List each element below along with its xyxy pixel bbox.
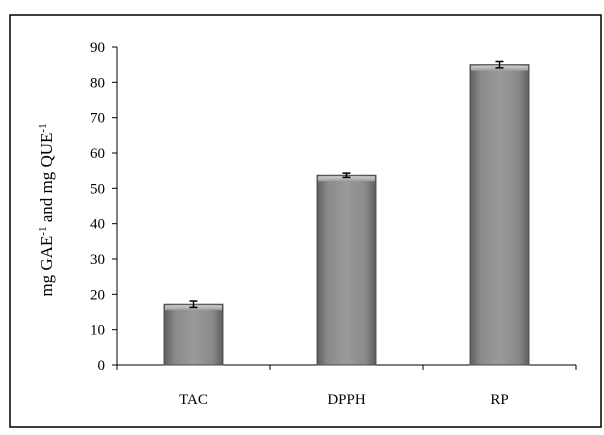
y-tick-label-9: 90 — [90, 40, 105, 56]
labels: 0 10 20 30 40 50 60 70 80 90 TAC DPPH RP — [90, 40, 509, 408]
bars — [163, 64, 530, 366]
y-tick-label-1: 10 — [90, 323, 105, 339]
bar-cap-dpph — [318, 176, 375, 182]
y-tick-label-2: 20 — [90, 287, 105, 303]
y-axis-title-superscript-1: -1 — [37, 227, 49, 236]
bar-rp — [469, 64, 530, 366]
x-category-label-dpph: DPPH — [327, 392, 366, 408]
y-axis-title: mg GAE-1 and mg QUE-1 — [37, 123, 56, 296]
y-axis-title-superscript-2: -1 — [37, 123, 49, 132]
y-tick-label-3: 30 — [90, 252, 105, 268]
y-tick-label-8: 80 — [90, 75, 105, 91]
bar-tac — [163, 303, 224, 366]
y-tick-label-0: 0 — [98, 358, 106, 374]
y-axis-title-part-2: and mg QUE — [37, 133, 56, 227]
error-bars — [189, 60, 504, 309]
y-tick-label-5: 50 — [90, 181, 105, 197]
y-tick-label-6: 60 — [90, 146, 105, 162]
x-category-label-tac: TAC — [179, 392, 208, 408]
y-tick-label-7: 70 — [90, 111, 105, 127]
chart-border — [9, 14, 602, 428]
y-axis-title-part-1: mg GAE — [37, 236, 56, 297]
y-tick-label-4: 40 — [90, 217, 105, 233]
x-category-label-rp: RP — [490, 392, 508, 408]
bar-dpph — [316, 174, 377, 366]
